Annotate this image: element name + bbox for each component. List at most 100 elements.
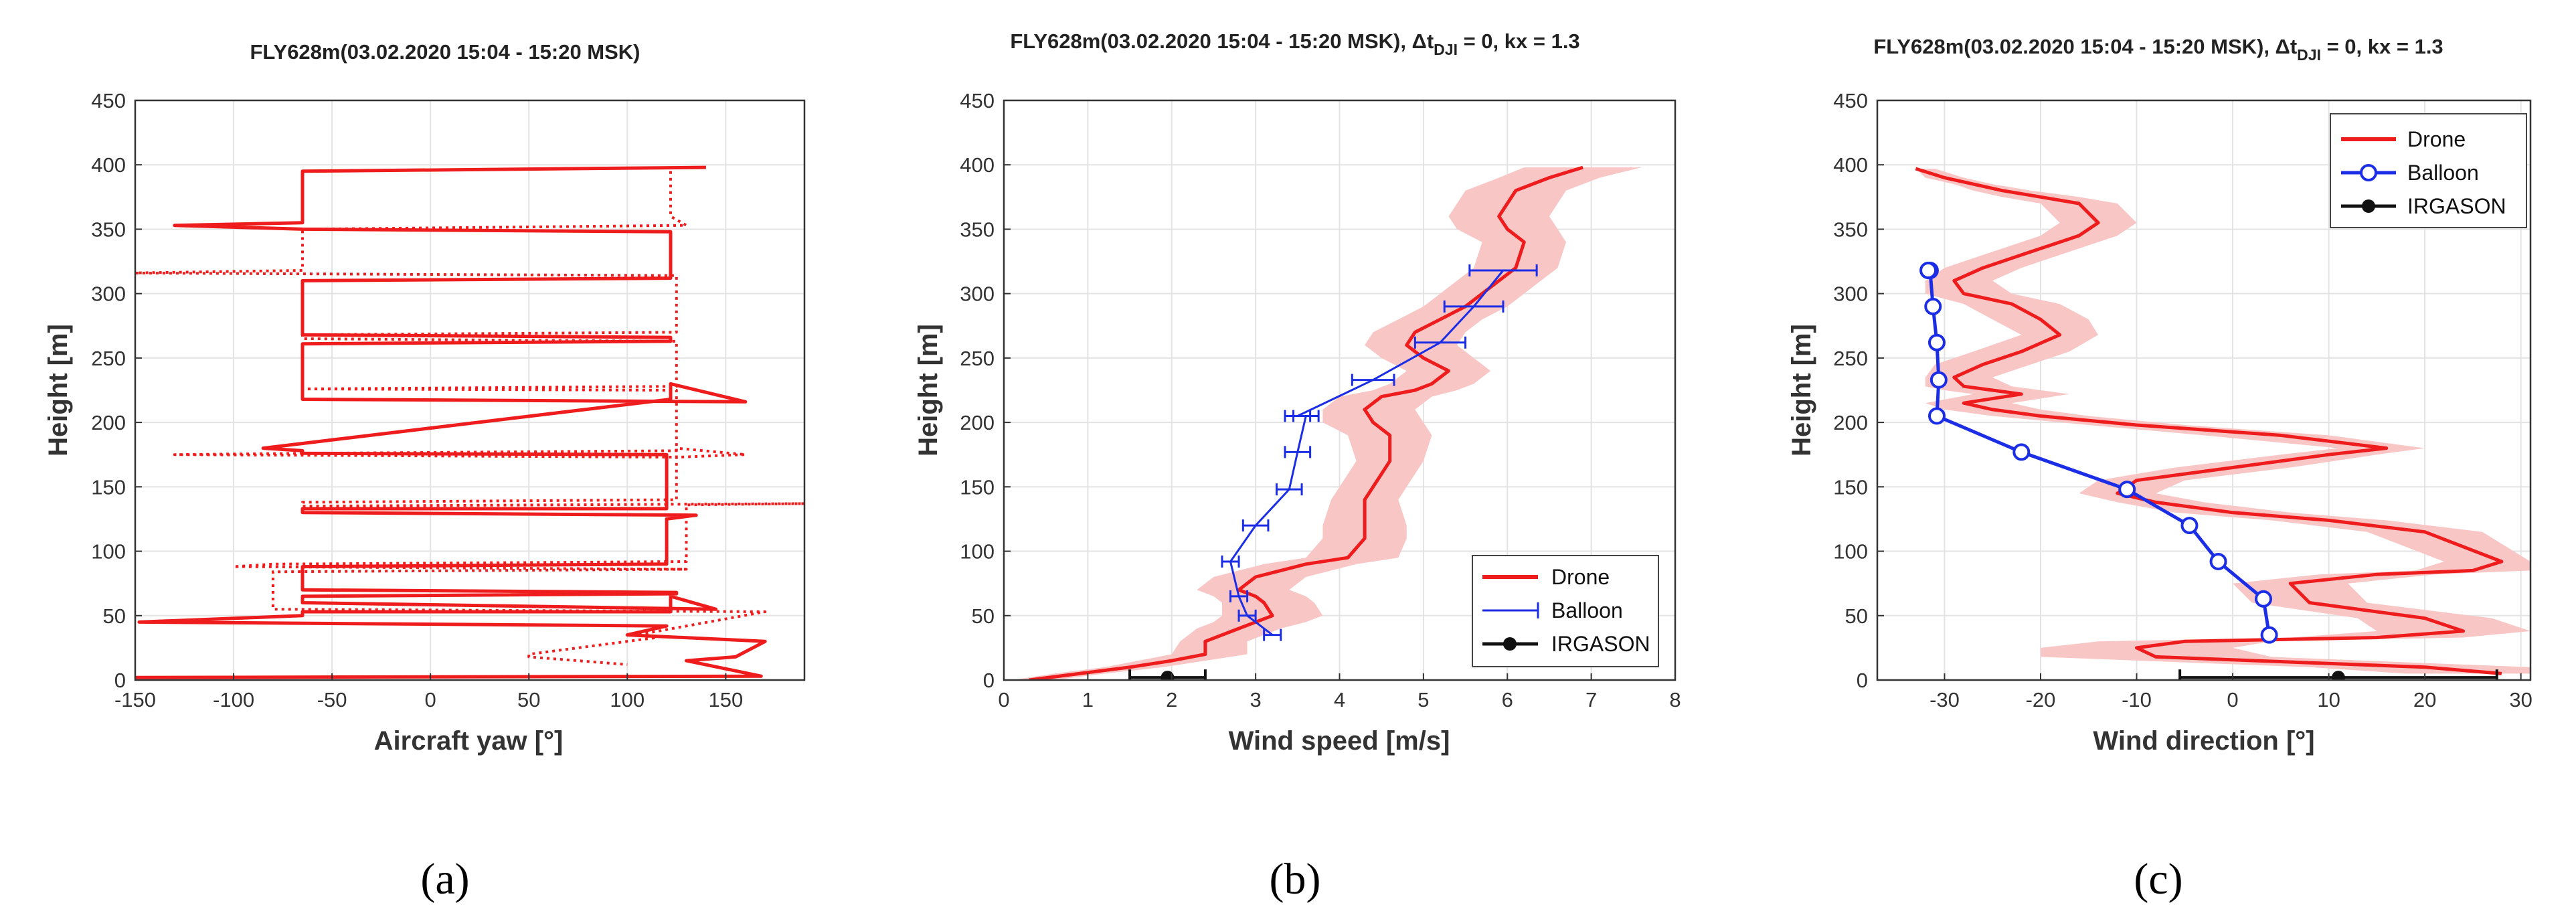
chart-c-ytick-label: 400	[1833, 153, 1868, 177]
chart-b-xlabel: Wind speed [m/s]	[1229, 726, 1450, 756]
chart-b-title-tail: = 0, kx = 1.3	[1458, 29, 1580, 53]
chart-c-irgason-point	[2331, 671, 2345, 680]
chart-a-ytick-label: 250	[91, 347, 126, 370]
chart-b-xtick-label: 4	[1334, 688, 1345, 711]
chart-b-xtick-label: 0	[998, 688, 1009, 711]
chart-a-ytick-label: 400	[91, 153, 126, 177]
chart-b-xtick-label: 6	[1502, 688, 1513, 711]
chart-c-title-tail: = 0, kx = 1.3	[2321, 35, 2443, 58]
chart-b-ytick-label: 400	[960, 153, 995, 177]
chart-c-drone-line	[1915, 167, 2504, 675]
chart-b-irgason-point	[1161, 671, 1175, 680]
chart-b-drone-line	[1029, 165, 1583, 680]
chart-a-title: FLY628m(03.02.2020 15:04 - 15:20 MSK)	[250, 40, 640, 64]
panel-c-wind-direction: FLY628m(03.02.2020 15:04 - 15:20 MSK), Δ…	[1787, 35, 2532, 904]
chart-c-balloon-point	[1929, 371, 1948, 389]
chart-a-xtick-label: -150	[114, 688, 156, 711]
chart-c-ytick-label: 0	[1857, 669, 1868, 692]
legend-b-irgason-marker	[1503, 637, 1517, 651]
chart-c-title-sub: DJI	[2297, 46, 2321, 64]
chart-a-ytick-label: 100	[91, 540, 126, 564]
chart-b-legend: Drone Balloon IRGASON	[1472, 555, 1659, 667]
chart-c-plot-frame	[1876, 99, 2532, 681]
chart-b-title: FLY628m(03.02.2020 15:04 - 15:20 MSK), Δ…	[1010, 29, 1579, 58]
chart-c-xtick-label: 20	[2413, 688, 2436, 711]
chart-b-ytick-label: 200	[960, 411, 995, 434]
chart-b-xtick-label: 7	[1585, 688, 1597, 711]
chart-a-xtick-label: -50	[317, 688, 347, 711]
chart-c-ytick-label: 250	[1833, 347, 1868, 370]
chart-b-xtick-label: 5	[1418, 688, 1429, 711]
chart-c-xtick-label: 30	[2509, 688, 2532, 711]
chart-c-title-main: FLY628m(03.02.2020 15:04 - 15:20 MSK), Δ…	[1873, 35, 2297, 58]
chart-a-xtick-label: 150	[708, 688, 743, 711]
panel-b-label: (b)	[1270, 855, 1321, 904]
chart-c-xtick-label: -30	[1929, 688, 1960, 711]
chart-b-ytick-label: 100	[960, 540, 995, 564]
chart-c-drone-band	[1915, 169, 2530, 674]
chart-b-ytick-label: 250	[960, 347, 995, 370]
chart-a-ytick-label: 50	[103, 604, 126, 628]
chart-c-balloon-point	[2260, 626, 2278, 644]
chart-a-ytick-label: 200	[91, 411, 126, 434]
chart-c-ytick-label: 450	[1833, 89, 1868, 112]
yaw-dotted-line	[135, 171, 804, 666]
chart-a-ytick-label: 350	[91, 218, 126, 241]
panel-a-label: (a)	[420, 855, 469, 904]
chart-b-xtick-label: 2	[1166, 688, 1177, 711]
chart-c-ytick-label: 300	[1833, 282, 1868, 306]
chart-a-xtick-label: 0	[425, 688, 436, 711]
panel-a-yaw: FLY628m(03.02.2020 15:04 - 15:20 MSK) -1…	[44, 40, 806, 904]
legend-b-irgason-label: IRGASON	[1551, 632, 1650, 656]
chart-a-xlabel: Aircraft yaw [°]	[374, 726, 564, 756]
chart-c-ylabel: Height [m]	[1787, 324, 1816, 456]
chart-c-ytick-label: 100	[1833, 540, 1868, 564]
chart-c-ytick-label: 150	[1833, 475, 1868, 499]
chart-c-balloon-point	[2180, 517, 2199, 535]
chart-c-balloon-point	[2012, 443, 2031, 461]
legend-c-balloon-label: Balloon	[2407, 161, 2479, 185]
chart-c-ytick-label: 50	[1845, 604, 1868, 628]
chart-b-ytick-label: 450	[960, 89, 995, 112]
chart-a-ytick-label: 0	[114, 669, 126, 692]
legend-b-drone-label: Drone	[1551, 565, 1610, 589]
chart-a-plot-frame	[134, 99, 806, 681]
chart-a-xtick-label: 100	[610, 688, 645, 711]
chart-b-ytick-label: 50	[972, 604, 995, 628]
chart-c-balloon-point	[1927, 333, 1946, 351]
chart-b-drone-band	[1012, 167, 1642, 680]
panel-c-label: (c)	[2134, 855, 2182, 904]
chart-b-ytick-label: 150	[960, 475, 995, 499]
chart-b-title-sub: DJI	[1434, 41, 1458, 58]
chart-a-ytick-label: 300	[91, 282, 126, 306]
chart-b-ytick-label: 0	[983, 669, 995, 692]
chart-c-xtick-label: 10	[2317, 688, 2340, 711]
panel-b-wind-speed: FLY628m(03.02.2020 15:04 - 15:20 MSK), Δ…	[914, 29, 1681, 904]
chart-a-ytick-label: 150	[91, 475, 126, 499]
chart-a-ylabel: Height [m]	[44, 324, 73, 456]
chart-b-xtick-label: 1	[1082, 688, 1094, 711]
chart-b-title-main: FLY628m(03.02.2020 15:04 - 15:20 MSK), Δ…	[1010, 29, 1434, 53]
chart-c-xtick-label: 0	[2227, 688, 2238, 711]
chart-b-xtick-label: 8	[1669, 688, 1681, 711]
yaw-solid-line	[135, 165, 767, 679]
chart-a-xtick-label: 50	[517, 688, 540, 711]
chart-c-xtick-label: -20	[2026, 688, 2056, 711]
chart-c-balloon-point	[1927, 407, 1946, 425]
chart-b-ylabel: Height [m]	[914, 324, 943, 456]
chart-a-ytick-label: 450	[91, 89, 126, 112]
chart-c-ytick-label: 200	[1833, 411, 1868, 434]
legend-c-balloon-marker	[2360, 164, 2377, 181]
chart-a-xtick-label: -100	[213, 688, 254, 711]
chart-c-balloon-point	[2118, 481, 2136, 499]
chart-c-legend: Drone Balloon IRGASON	[2330, 113, 2527, 228]
chart-b-ytick-label: 300	[960, 282, 995, 306]
chart-c-balloon-point	[2209, 552, 2227, 570]
legend-c-irgason-label: IRGASON	[2407, 194, 2506, 218]
chart-c-balloon-point	[1919, 262, 1938, 280]
legend-b-balloon-label: Balloon	[1551, 598, 1623, 622]
chart-c-balloon-point	[1924, 297, 1942, 315]
chart-c-xlabel: Wind direction [°]	[2093, 726, 2314, 756]
chart-c-balloon-line	[1928, 268, 2271, 635]
